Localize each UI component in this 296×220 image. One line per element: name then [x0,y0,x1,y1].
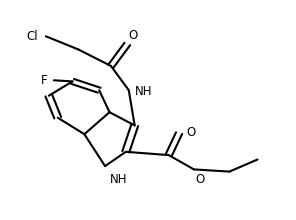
Text: Cl: Cl [27,30,38,43]
Text: O: O [129,29,138,42]
Text: NH: NH [110,173,127,186]
Text: NH: NH [135,85,152,98]
Text: O: O [186,125,196,139]
Text: F: F [41,74,47,87]
Text: O: O [195,173,205,186]
